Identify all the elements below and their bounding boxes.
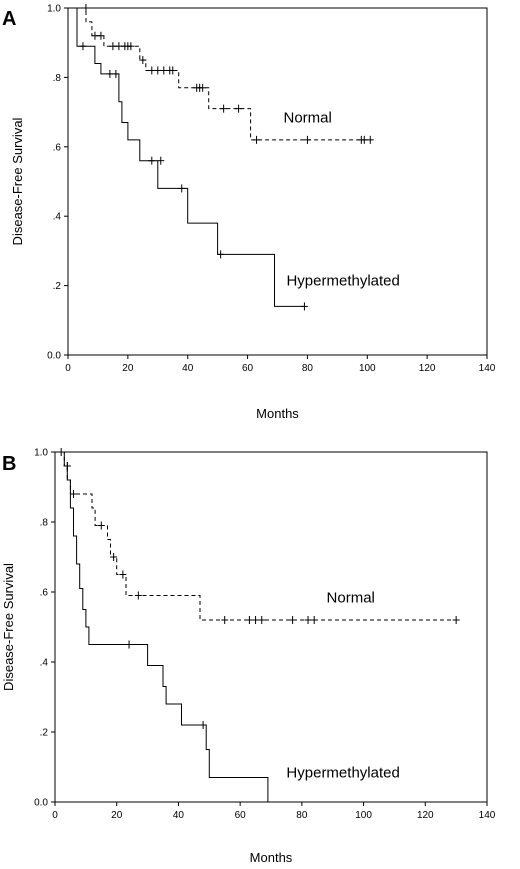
series-normal: Normal <box>68 4 374 144</box>
y-tick-label: .2 <box>53 281 62 292</box>
y-tick-label: .6 <box>53 142 62 153</box>
series-hypermethylated: Hypermethylated <box>55 451 400 802</box>
y-axis-label: Disease-Free Survival <box>10 117 25 245</box>
series-label: Normal <box>283 110 331 127</box>
x-tick-label: 40 <box>173 810 185 821</box>
x-tick-label: 60 <box>242 363 254 374</box>
y-tick-label: 0.0 <box>47 351 61 362</box>
x-axis-label: Months <box>250 850 293 864</box>
y-tick-label: .2 <box>40 728 49 739</box>
y-tick-label: 1.0 <box>34 448 48 459</box>
x-tick-label: 80 <box>302 363 314 374</box>
plot-frame <box>67 7 488 356</box>
series-normal: Normal <box>55 448 460 624</box>
panel-letter: B <box>2 453 16 475</box>
series-label: Hypermethylated <box>286 765 399 782</box>
survival-panel-b: B 0.0 .2 .4 .6 .8 1.0 0 20 40 60 80 100 120 140 Months D… <box>1 448 496 866</box>
y-tick-label: 0.0 <box>34 798 48 809</box>
y-tick-label: 1.0 <box>47 4 61 15</box>
series-label: Normal <box>327 590 375 607</box>
x-tick-label: 20 <box>122 363 134 374</box>
x-tick-label: 0 <box>65 363 71 374</box>
x-tick-label: 100 <box>359 363 376 374</box>
y-axis-label: Disease-Free Survival <box>1 563 16 691</box>
x-tick-label: 40 <box>182 363 194 374</box>
x-tick-label: 60 <box>235 810 247 821</box>
x-tick-label: 120 <box>417 810 434 821</box>
y-tick-label: .6 <box>40 588 49 599</box>
x-tick-label: 80 <box>296 810 308 821</box>
x-tick-label: 100 <box>355 810 372 821</box>
series-label: Hypermethylated <box>286 273 399 290</box>
series-hypermethylated: Hypermethylated <box>68 7 400 311</box>
panel-letter: A <box>2 8 16 30</box>
plot-frame <box>54 451 488 803</box>
y-tick-label: .4 <box>53 212 62 223</box>
x-axis-label: Months <box>256 406 299 421</box>
x-tick-label: 0 <box>52 810 58 821</box>
x-tick-label: 140 <box>479 810 496 821</box>
survival-curve <box>55 451 269 802</box>
x-tick-label: 120 <box>419 363 436 374</box>
x-tick-label: 20 <box>111 810 123 821</box>
y-tick-label: .8 <box>53 73 62 84</box>
y-tick-label: .8 <box>40 518 49 529</box>
survival-curve <box>68 7 305 307</box>
x-tick-label: 140 <box>479 363 496 374</box>
survival-curve <box>55 451 457 621</box>
survival-panel-a: A 0.0 .2 .4 .6 .8 1.0 0 20 40 60 80 100 120 140 Months D… <box>2 4 496 422</box>
y-tick-label: .4 <box>40 658 49 669</box>
